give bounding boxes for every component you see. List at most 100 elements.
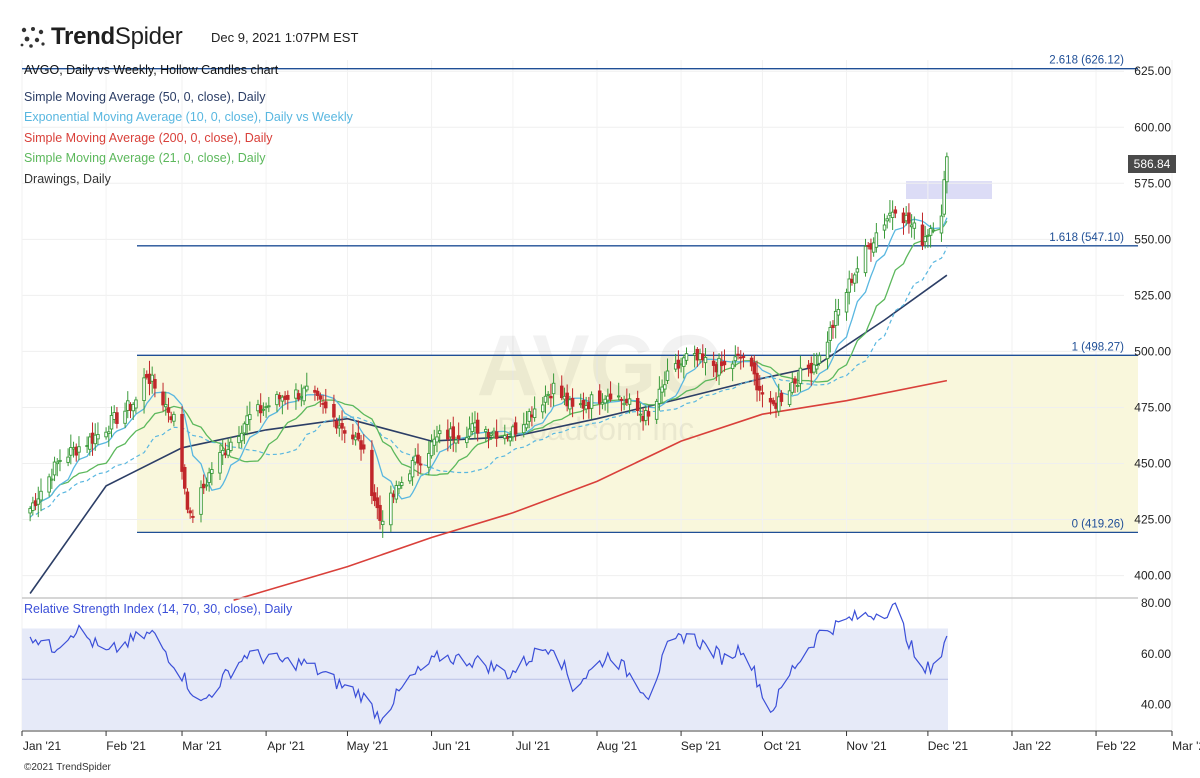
candle [711, 351, 716, 378]
candle [736, 346, 740, 360]
candle-body [584, 405, 588, 410]
candle-body [855, 268, 860, 273]
candle-body [793, 378, 797, 384]
candle-body [847, 278, 851, 293]
candle-body [248, 414, 252, 421]
legend-sma200[interactable]: Simple Moving Average (200, 0, close), D… [24, 131, 273, 145]
fib-label: 0 (419.26) [1072, 518, 1125, 530]
candle-body [600, 401, 605, 405]
candle-body [161, 391, 165, 406]
brand-light: Spider [114, 23, 183, 50]
candle [410, 457, 415, 486]
candle-body [755, 372, 759, 391]
rsi-title[interactable]: Relative Strength Index (14, 70, 30, clo… [24, 602, 293, 616]
candle-body [646, 411, 651, 417]
brand-name: TrendSpider [51, 23, 183, 51]
candle [855, 256, 860, 284]
candle-body [809, 362, 814, 374]
candle-body [676, 359, 681, 369]
candle [893, 206, 898, 219]
candle-body [475, 419, 480, 434]
candle [218, 444, 222, 480]
candle-body [546, 393, 550, 396]
legend-drawings[interactable]: Drawings, Daily [24, 172, 111, 186]
x-tick-label: May '21 [347, 739, 389, 753]
candle-body [920, 224, 925, 246]
candle-body [77, 446, 81, 453]
candle [71, 441, 76, 458]
rsi-line [29, 602, 948, 725]
candle [123, 402, 127, 428]
candle-body [454, 439, 458, 444]
candle-body [305, 385, 309, 391]
candle [47, 473, 51, 497]
candle [581, 392, 586, 420]
candle [939, 204, 944, 242]
candle-body [682, 357, 686, 367]
rsi-panel [22, 597, 1138, 730]
candle-body [207, 472, 211, 483]
candle [36, 486, 41, 518]
candle [199, 480, 203, 523]
candle-body [871, 242, 876, 253]
candle [850, 272, 854, 286]
candle-body [625, 398, 629, 404]
legend-sma50[interactable]: Simple Moving Average (50, 0, close), Da… [24, 90, 266, 104]
candle-body [313, 389, 317, 393]
candle [185, 488, 190, 514]
legend-sma21[interactable]: Simple Moving Average (21, 0, close), Da… [24, 151, 266, 165]
candle-body [530, 414, 534, 418]
candle-body [831, 324, 835, 329]
candle-body [836, 309, 841, 316]
candle [852, 272, 857, 292]
candle [104, 427, 108, 440]
candle [397, 481, 401, 495]
brand-bold: Trend [51, 23, 115, 50]
candle [58, 449, 62, 472]
candle [399, 476, 404, 489]
chart-grid [21, 60, 1173, 730]
candle [888, 199, 892, 223]
candle [55, 458, 60, 477]
candle [429, 434, 434, 459]
candle [242, 421, 247, 444]
candle-body [220, 449, 225, 456]
candle-body [115, 412, 119, 424]
candle-body [532, 408, 537, 419]
candle [475, 412, 480, 442]
legend-ema10[interactable]: Exponential Moving Average (10, 0, close… [24, 110, 353, 124]
candle-body [242, 423, 247, 434]
candle [909, 214, 914, 238]
candle [66, 448, 70, 467]
candle-body [294, 389, 298, 399]
candle [942, 170, 946, 218]
candle-body [267, 405, 271, 408]
candle-body [814, 365, 819, 370]
candle [722, 349, 727, 372]
candle-body [275, 393, 279, 406]
candle-body [90, 432, 95, 444]
candle-body [923, 236, 927, 243]
candle [654, 398, 659, 424]
candle [378, 495, 382, 530]
candle [608, 381, 613, 402]
candle-body [359, 440, 363, 450]
candle [760, 384, 765, 408]
candle-body [123, 410, 127, 424]
candle-body [66, 456, 70, 463]
candle [570, 388, 575, 418]
candle-body [570, 398, 575, 407]
candle-body [779, 392, 784, 402]
candle-body [581, 400, 586, 409]
x-tick-label: Mar '21 [182, 739, 222, 753]
candle [245, 405, 249, 436]
candle-body [280, 396, 285, 402]
candle-body [926, 234, 930, 237]
candle-body [825, 341, 830, 360]
candle-body [31, 502, 35, 511]
candle-body [372, 492, 377, 502]
candle-body [52, 461, 57, 476]
candle-body [673, 363, 678, 370]
candle [275, 391, 279, 412]
